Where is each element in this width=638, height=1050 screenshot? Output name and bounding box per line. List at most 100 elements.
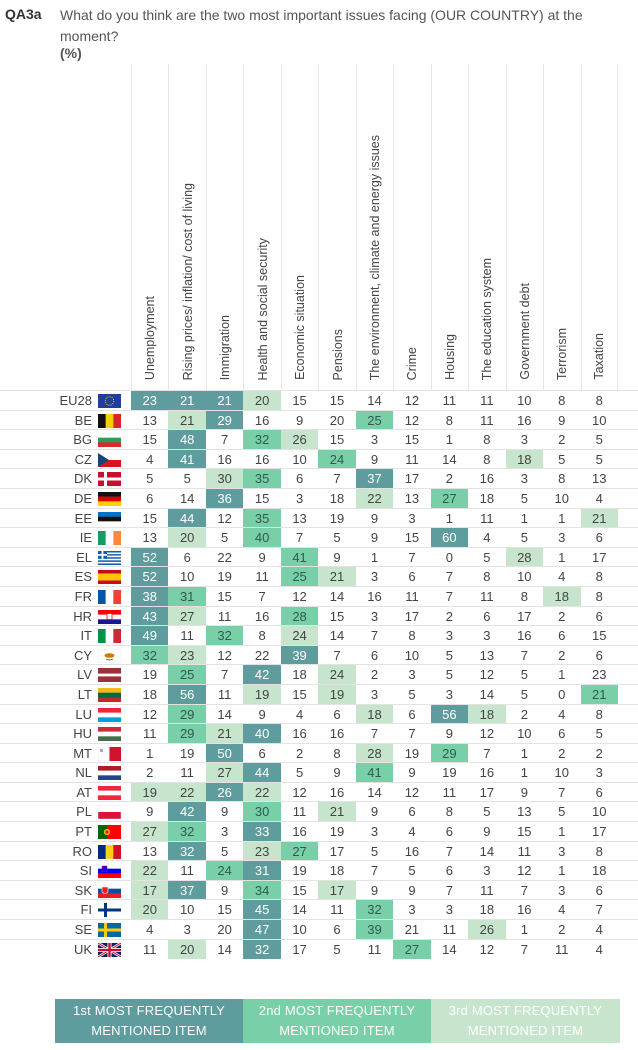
country-code: UK (73, 941, 92, 957)
country-code: NL (75, 765, 92, 781)
table-cell: 21 (168, 410, 206, 431)
table-cell: 32 (205, 626, 244, 646)
table-cell: 5 (558, 804, 566, 820)
table-cell: 20 (243, 391, 281, 411)
column-header: Rising prices/ inflation/ cost of living (168, 64, 205, 390)
row-values: 22 11 24 31 19 18 7 5 6 3 12 1 18 (131, 861, 618, 881)
table-cell: 13 (479, 647, 495, 663)
table-cell: 24 (318, 665, 356, 685)
table-cell: 8 (483, 432, 491, 448)
table-cell: 14 (367, 393, 382, 408)
table-cell: 6 (408, 804, 416, 820)
table-cell: 6 (408, 706, 416, 722)
table-cell: 6 (445, 863, 454, 879)
table-cell: 5 (483, 549, 491, 565)
table-row: MT 1 19 50 6 2 8 28 19 29 7 1 2 2 (0, 742, 638, 764)
table-row: HU 11 29 21 40 16 16 7 7 9 12 10 6 5 (0, 723, 638, 744)
table-cell: 9 (258, 549, 266, 565)
table-row: UK 11 20 14 32 17 5 11 27 14 12 7 11 4 (0, 938, 638, 960)
table-cell: 3 (445, 686, 454, 702)
pt-flag-icon (98, 825, 121, 840)
table-cell: 8 (483, 569, 491, 585)
table-row: HR 43 27 11 16 28 15 3 17 2 6 17 2 6 (0, 605, 638, 627)
table-cell: 10 (292, 922, 307, 938)
table-cell: 14 (442, 941, 457, 957)
table-cell: 4 (483, 530, 491, 546)
table-cell: 10 (554, 490, 569, 506)
row-values: 4 3 20 47 10 6 39 21 11 26 1 2 4 (131, 920, 618, 940)
table-cell: 8 (258, 628, 266, 644)
table-row: FI 20 10 15 45 14 11 32 3 3 18 16 4 7 (0, 899, 638, 921)
table-cell: 21 (318, 802, 356, 823)
table-cell: 10 (517, 726, 532, 742)
table-cell: 9 (221, 882, 229, 898)
nl-flag-icon (98, 766, 121, 781)
table-cell: 33 (243, 822, 281, 842)
table-cell: 17 (517, 608, 532, 624)
table-cell: 17 (131, 880, 169, 901)
se-flag-icon (98, 923, 121, 938)
table-cell: 15 (292, 393, 307, 408)
table-cell: 42 (243, 665, 281, 685)
table-cell: 16 (517, 902, 532, 918)
table-cell: 28 (355, 743, 394, 764)
table-cell: 21 (580, 684, 618, 705)
table-cell: 9 (295, 412, 304, 428)
table-cell: 15 (292, 686, 307, 702)
table-cell: 11 (442, 922, 457, 938)
lu-flag-icon (98, 707, 121, 722)
table-cell: 6 (370, 647, 379, 663)
row-values: 20 10 15 45 14 11 32 3 3 18 16 4 7 (131, 900, 618, 921)
be-flag-icon (98, 413, 122, 428)
table-cell: 12 (404, 784, 420, 800)
table-cell: 14 (217, 941, 232, 957)
table-cell: 3 (370, 686, 379, 702)
table-cell: 2 (558, 922, 566, 938)
country-code: SE (74, 922, 92, 938)
legend: 1st MOST FREQUENTLY MENTIONED ITEM 2nd M… (55, 999, 620, 1043)
table-cell: 31 (243, 861, 281, 881)
table-cell: 11 (180, 765, 194, 781)
table-cell: 7 (483, 745, 491, 761)
table-cell: 8 (408, 628, 416, 644)
table-cell: 19 (292, 863, 307, 879)
table-cell: 5 (408, 686, 416, 702)
table-cell: 2 (595, 745, 603, 761)
row-values: 17 37 9 34 15 17 9 9 7 11 7 3 6 (131, 880, 618, 901)
table-cell: 1 (520, 922, 528, 938)
row-values: 43 27 11 16 28 15 3 17 2 6 17 2 6 (131, 606, 618, 627)
table-cell: 17 (404, 471, 420, 487)
column-header-label: The environment, climate and energy issu… (367, 134, 382, 380)
table-cell: 3 (520, 432, 528, 448)
table-cell: 2 (558, 647, 566, 663)
table-cell: 15 (404, 432, 420, 448)
table-cell: 7 (445, 843, 454, 859)
table-row: EE 15 44 12 35 13 19 9 3 1 11 1 1 21 (0, 507, 638, 529)
table-cell: 4 (595, 490, 603, 506)
table-cell: 1 (520, 765, 528, 781)
table-cell: 56 (168, 684, 206, 705)
table-cell: 3 (558, 530, 566, 546)
row-values: 18 56 11 19 15 19 3 5 3 14 5 0 21 (131, 684, 618, 705)
table-cell: 9 (221, 804, 229, 820)
table-cell: 2 (370, 667, 379, 683)
table-cell: 2 (295, 745, 304, 761)
row-values: 6 14 36 15 3 18 22 13 27 18 5 10 4 (131, 488, 618, 509)
table-cell: 18 (292, 667, 307, 683)
table-cell: 7 (370, 726, 379, 742)
table-cell: 28 (280, 606, 319, 627)
table-cell: 9 (370, 510, 379, 526)
table-cell: 21 (205, 724, 244, 744)
table-cell: 3 (408, 667, 416, 683)
country-code: IT (80, 628, 92, 644)
table-cell: 12 (479, 667, 495, 683)
table-cell: 1 (558, 510, 566, 526)
table-cell: 21 (318, 567, 356, 587)
column-header-label: Pensions (330, 328, 345, 380)
table-cell: 5 (520, 490, 528, 506)
table-cell: 8 (483, 451, 491, 467)
it-flag-icon (98, 629, 122, 644)
table-cell: 15 (404, 530, 420, 546)
row-values: 38 31 15 7 12 14 16 11 7 11 8 18 8 (131, 586, 618, 607)
table-cell: 7 (295, 530, 304, 546)
